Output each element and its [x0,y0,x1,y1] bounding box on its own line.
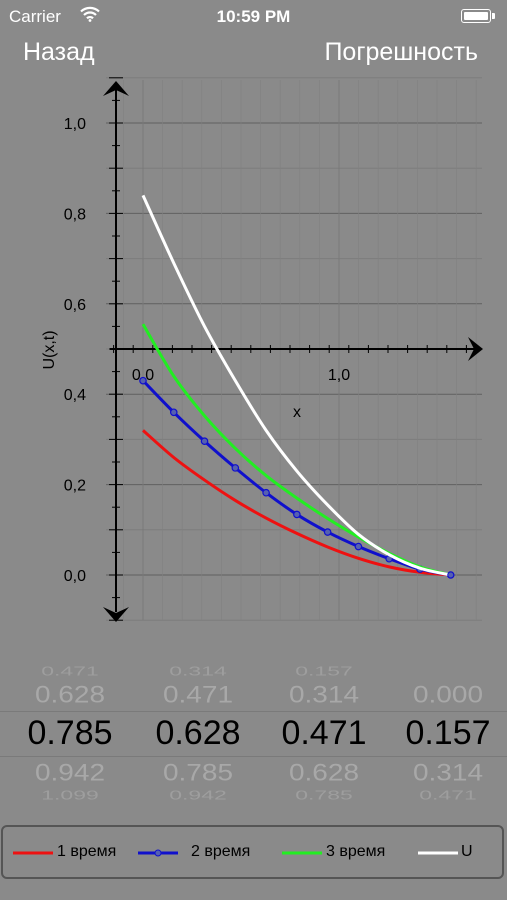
status-time: 10:59 PM [216,7,291,26]
x-axis-arrow-right [468,337,483,361]
solution-chart[interactable]: 0,0 0,2 0,4 0,6 0,8 1,0 0,0 1,0 x U(x,t) [0,0,507,640]
time-picker[interactable]: 0.471 0.628 0.785 0.942 1.099 0.314 0.471 0.628… [0,648,507,818]
y-tick-label: 1,0 [64,116,86,133]
picker-value[interactable]: 0.628 [34,681,106,708]
picker-value[interactable]: 0.628 [288,759,360,786]
series-2-point [323,528,332,536]
picker-value[interactable]: 0.471 [41,664,99,679]
legend-item-3: 3 время [3,843,503,863]
x-axis-title: x [293,404,301,421]
picker-value[interactable]: 1.099 [41,788,99,803]
legend-label-3: 3 время [326,843,386,860]
series-2-point [293,510,301,519]
picker-selection-bottom-line [0,756,507,757]
y-tick-label: 0,0 [64,568,86,585]
picker-value[interactable]: 0.785 [162,759,234,786]
x-tick-label: 0,0 [132,367,154,384]
picker-value[interactable]: 0.471 [162,681,234,708]
battery-icon [461,9,495,23]
series-2-point [200,437,209,446]
picker-selected-value[interactable]: 0.628 [155,714,241,752]
picker-selection-top-line [0,711,507,712]
legend-item-2: 2 время [3,843,503,863]
legend-swatch-4 [418,851,458,855]
picker-value[interactable]: 0.314 [288,681,360,708]
legend-label-2: 2 время [191,843,251,860]
picker-selected-value[interactable]: 0.157 [405,714,491,752]
status-bar: Carrier 10:59 PM [0,0,507,34]
legend-label-4: U [461,843,473,860]
y-axis-arrow-down [103,607,129,622]
legend-swatch-1 [13,851,53,855]
y-tick-label: 0,6 [64,297,86,314]
picker-value[interactable]: 0.942 [34,759,106,786]
legend-item-1: 1 время [3,843,503,863]
picker-value[interactable]: 0.471 [419,788,477,803]
picker-value[interactable]: 0.314 [412,759,484,786]
carrier-label: Carrier [9,7,61,26]
series-2-point [169,408,178,417]
series-line-4 [141,194,452,577]
series-end-point [447,571,455,579]
y-tick-label: 0,2 [64,478,86,495]
series-2-point [231,464,240,472]
picker-value[interactable]: 0.314 [169,664,227,679]
chart-legend: 1 время 2 время 3 время U [1,825,504,879]
series-line-1 [142,429,451,577]
y-tick-label: 0,8 [64,206,86,223]
legend-item-4: U [3,843,503,863]
series-2-point [262,488,270,497]
series-2-point [354,542,363,551]
y-axis-title: U(x,t) [41,330,58,369]
wifi-icon [80,6,100,22]
picker-value[interactable]: 0.942 [169,788,227,803]
legend-swatch-3 [282,851,322,855]
picker-value[interactable]: 0.785 [295,788,353,803]
series-2-point [139,376,147,385]
y-tick-label: 0,4 [64,387,86,404]
picker-value[interactable]: 0.000 [412,681,484,708]
x-tick-label: 1,0 [328,367,350,384]
series-line-3 [141,323,452,577]
y-axis-arrow-up [103,81,129,96]
picker-selected-value[interactable]: 0.785 [27,714,113,752]
picker-selected-value[interactable]: 0.471 [281,714,367,752]
back-button[interactable]: Назад [23,38,95,66]
legend-label-1: 1 время [57,843,117,860]
picker-value[interactable]: 0.157 [295,664,353,679]
legend-swatch-2 [138,849,178,857]
error-button[interactable]: Погрешность [324,38,478,66]
